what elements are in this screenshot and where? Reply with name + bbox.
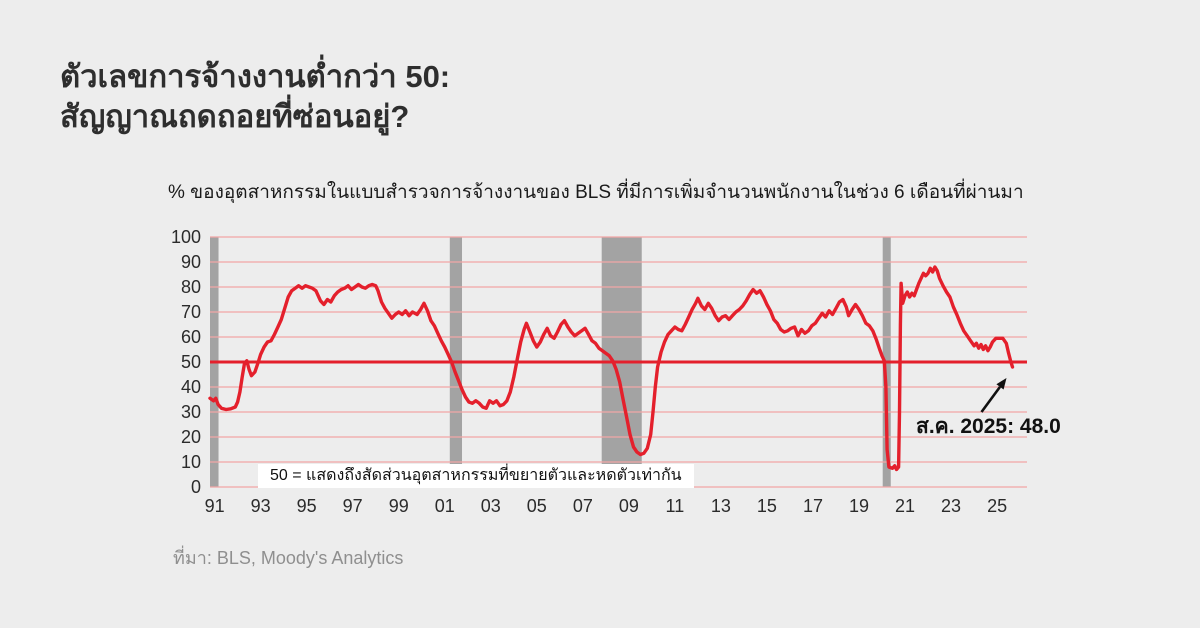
x-axis-tick-label: 99: [389, 496, 409, 516]
x-axis-tick-label: 05: [527, 496, 547, 516]
y-axis-tick-label: 50: [181, 352, 201, 372]
x-axis-tick-label: 17: [803, 496, 823, 516]
x-axis-tick-label: 21: [895, 496, 915, 516]
x-axis-tick-label: 09: [619, 496, 639, 516]
x-axis-tick-label: 19: [849, 496, 869, 516]
y-axis-tick-label: 40: [181, 377, 201, 397]
y-axis-tick-label: 20: [181, 427, 201, 447]
y-axis-tick-label: 90: [181, 252, 201, 272]
x-axis-tick-label: 15: [757, 496, 777, 516]
y-axis-tick-label: 80: [181, 277, 201, 297]
annotation-arrowhead-icon: [996, 378, 1007, 390]
x-axis-tick-label: 25: [987, 496, 1007, 516]
x-axis-tick-label: 93: [251, 496, 271, 516]
reference-line-label: 50 = แสดงถึงสัดส่วนอุตสาหกรรมที่ขยายตัวแ…: [258, 464, 694, 488]
y-axis-tick-label: 60: [181, 327, 201, 347]
x-axis-tick-label: 11: [666, 496, 685, 516]
y-axis-tick-label: 70: [181, 302, 201, 322]
x-axis-tick-label: 95: [297, 496, 317, 516]
y-axis-tick-label: 0: [191, 477, 201, 497]
page-title: ตัวเลขการจ้างงานต่ำกว่า 50: สัญญาณถดถอยท…: [60, 57, 450, 137]
annotation-label: ส.ค. 2025: 48.0: [916, 415, 1061, 438]
x-axis-tick-label: 01: [435, 496, 455, 516]
y-axis-tick-label: 100: [171, 230, 201, 247]
x-axis-tick-label: 07: [573, 496, 593, 516]
source-note: ที่มา: BLS, Moody's Analytics: [173, 548, 404, 568]
x-axis-tick-label: 23: [941, 496, 961, 516]
x-axis-tick-label: 91: [205, 496, 225, 516]
y-axis-tick-label: 30: [181, 402, 201, 422]
chart-subtitle: % ของอุตสาหกรรมในแบบสำรวจการจ้างงานของ B…: [168, 182, 1024, 203]
page-title-line-2: สัญญาณถดถอยที่ซ่อนอยู่?: [60, 99, 410, 134]
x-axis-tick-label: 97: [343, 496, 363, 516]
page-title-line-1: ตัวเลขการจ้างงานต่ำกว่า 50:: [60, 59, 451, 94]
data-line: [208, 265, 1015, 472]
y-axis-tick-label: 10: [181, 452, 201, 472]
x-axis-tick-label: 13: [711, 496, 731, 516]
x-axis-tick-label: 03: [481, 496, 501, 516]
employment-diffusion-line-chart: 0 10 20 30 40 50 60 70 80 90 100 91 93 95 97 99 01 03 05 07…: [171, 230, 1027, 516]
annotation-arrow-icon: [980, 386, 1002, 413]
